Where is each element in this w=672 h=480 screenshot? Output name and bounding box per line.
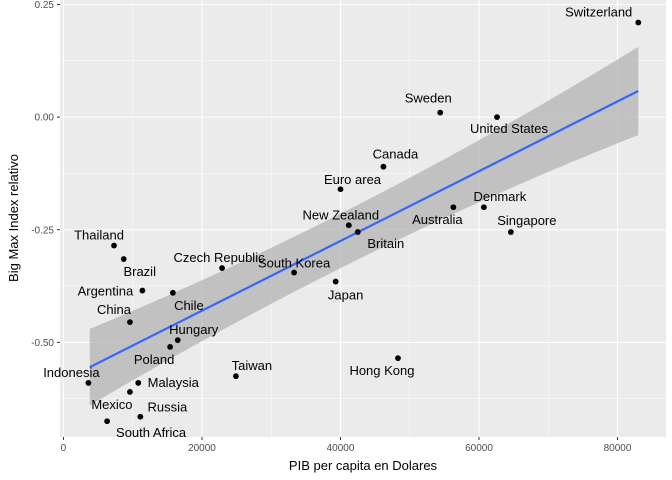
data-point [450,204,457,211]
point-label: Taiwan [232,358,272,373]
x-tick-label: 40000 [327,443,355,454]
x-tick-label: 80000 [604,443,632,454]
point-label: Argentina [78,284,134,299]
x-axis: 0 20000 40000 60000 80000 [61,437,632,454]
point-label: Mexico [91,397,132,412]
fit-line [89,90,639,369]
data-point [127,389,133,395]
point-label: Britain [367,236,404,251]
data-point [480,204,487,211]
y-axis-title: Big Max Index relativo [6,154,21,282]
x-tick-label: 60000 [465,443,493,454]
data-point [219,265,225,271]
point-label: Hungary [169,322,219,337]
point-label: Poland [134,352,174,367]
data-point [437,109,444,116]
point-label: China [97,302,132,317]
data-point [167,343,174,350]
point-label: Czech Republic [174,250,266,265]
y-tick-label: 0.00 [35,113,55,124]
x-tick-label: 0 [61,443,67,454]
points-layer [85,19,642,425]
point-label: Russia [147,400,188,415]
data-point [337,186,344,193]
data-point [174,337,181,344]
data-point [354,229,361,235]
data-point [120,256,127,262]
y-tick-label: 0.25 [35,0,55,11]
data-point [139,287,146,294]
point-label: New Zealand [302,207,379,222]
point-label: Sweden [405,91,452,106]
data-point [332,278,339,285]
point-labels-layer: Switzerland Sweden United States Canada Euro… [43,5,632,441]
point-label: Brazil [123,264,156,279]
data-point [137,413,144,420]
point-label: Hong Kong [349,363,414,378]
point-label: Denmark [473,189,526,204]
fit-line-layer [89,90,639,369]
point-label: Canada [373,147,419,162]
data-point [85,380,92,386]
data-point [104,418,110,425]
data-point [169,289,176,296]
point-label: Euro area [324,172,382,187]
point-label: Indonesia [43,365,100,380]
data-point [395,355,401,362]
point-label: Thailand [74,228,124,243]
confidence-band [89,46,639,406]
point-label: Singapore [497,213,556,228]
data-point [291,269,297,276]
data-point [135,380,142,386]
point-label: Malaysia [148,375,200,390]
y-axis: -0.50 -0.25 0.00 0.25 [31,0,60,349]
point-label: Japan [328,288,363,303]
x-tick-label: 20000 [188,443,216,454]
data-point [635,19,642,26]
data-point [111,242,117,249]
point-label: South Korea [258,256,331,271]
point-label: United States [470,121,549,136]
confidence-band-layer [89,46,639,406]
data-point [380,163,387,170]
data-point [494,114,500,121]
point-label: Chile [174,298,204,313]
y-tick-label: -0.50 [31,338,54,349]
x-axis-title: PIB per capita en Dolares [289,458,438,473]
data-point [233,373,239,380]
data-point [345,222,352,229]
point-label: Australia [412,212,463,227]
y-tick-label: -0.25 [31,225,54,236]
point-label: South Africa [116,425,187,440]
point-label: Switzerland [565,5,632,20]
data-point [127,319,133,326]
data-point [507,229,514,235]
